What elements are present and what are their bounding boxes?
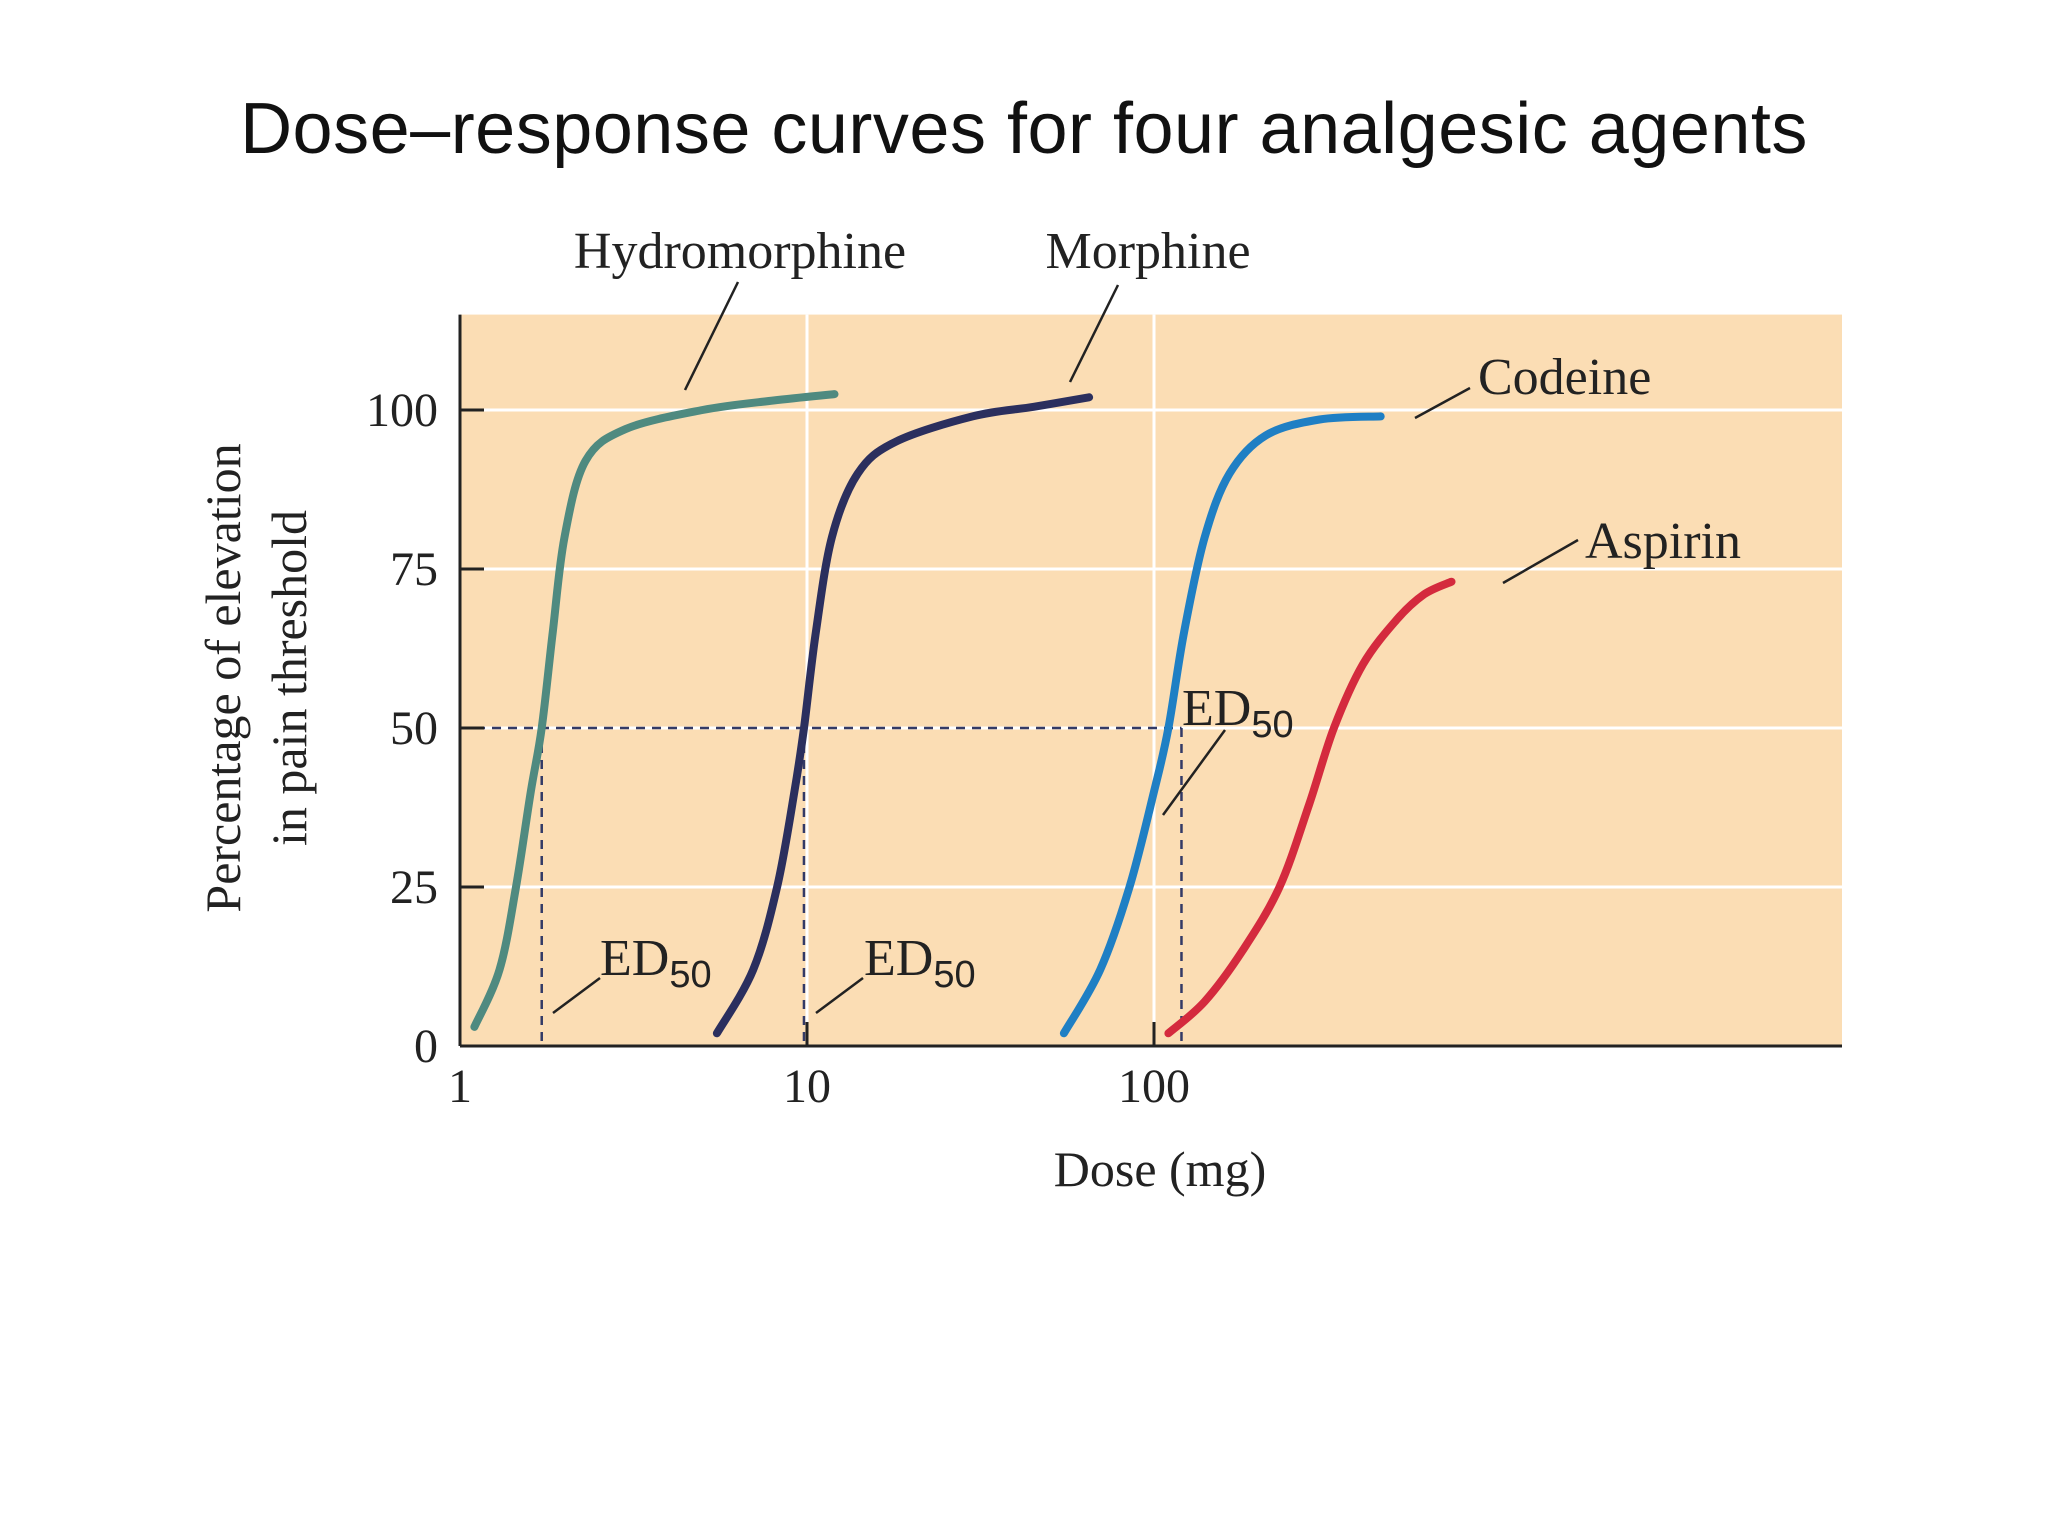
ed50-label: ED50 <box>1182 680 1294 746</box>
leader-line-codeine <box>1414 386 1471 420</box>
ed50-label: ED50 <box>600 930 712 996</box>
series-label-hydromorphine: Hydromorphine <box>574 223 906 280</box>
curve-aspirin <box>1164 577 1456 1038</box>
x-tick-label: 10 <box>783 1060 831 1113</box>
leader-line-hydromorphine <box>683 281 740 391</box>
y-tick-label: 0 <box>414 1020 438 1073</box>
chart-title: Dose–response curves for four analgesic … <box>240 89 1808 169</box>
y-tick-label: 100 <box>366 384 438 437</box>
leader-line-aspirin <box>1502 538 1579 585</box>
curve-hydromorphine <box>470 390 839 1031</box>
y-tick-label: 75 <box>390 543 438 596</box>
ed50-label: ED50 <box>864 930 976 996</box>
ed50-leader-line <box>815 976 864 1015</box>
y-tick-label: 25 <box>390 861 438 914</box>
y-tick-label: 50 <box>390 702 438 755</box>
leader-line-morphine <box>1068 284 1120 383</box>
x-tick-label: 1 <box>448 1060 472 1113</box>
curve-codeine <box>1059 412 1385 1038</box>
plot-area <box>460 314 1842 1047</box>
y-axis-label: Percentage of elevation in pain threshold <box>195 443 317 912</box>
series-label-morphine: Morphine <box>1045 223 1250 280</box>
ed50-leader-line <box>552 976 601 1015</box>
ed50-leader-line <box>1161 729 1227 816</box>
x-tick-label: 100 <box>1118 1060 1190 1113</box>
series-label-codeine: Codeine <box>1478 349 1651 406</box>
curve-morphine <box>712 393 1094 1038</box>
series-label-aspirin: Aspirin <box>1585 513 1741 570</box>
x-axis-label: Dose (mg) <box>1054 1141 1266 1197</box>
